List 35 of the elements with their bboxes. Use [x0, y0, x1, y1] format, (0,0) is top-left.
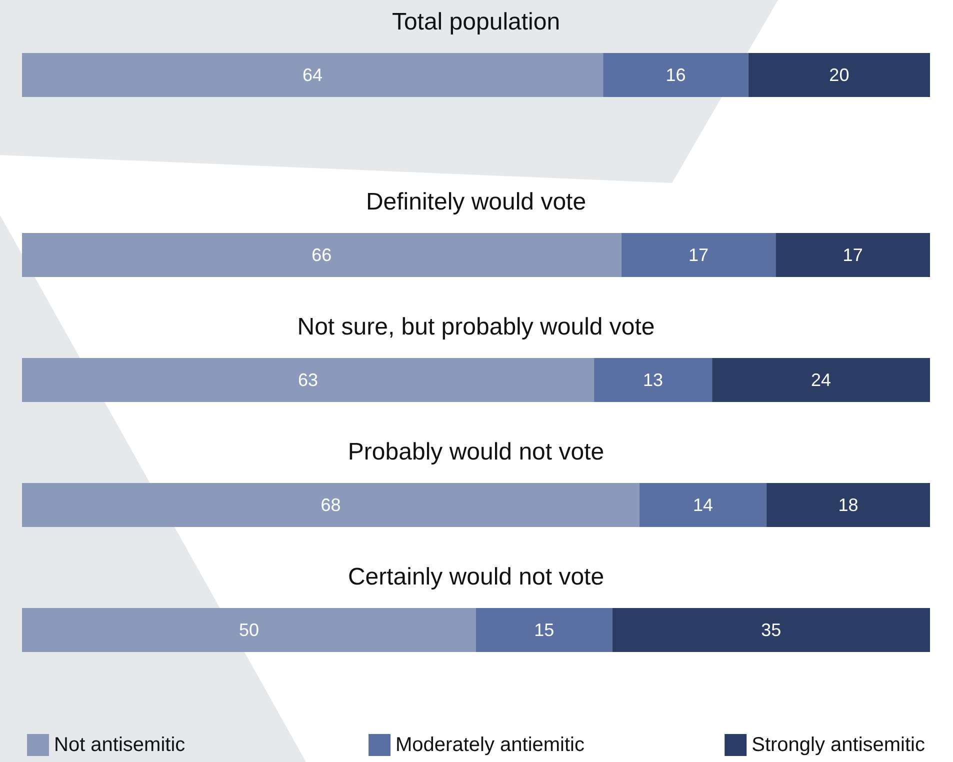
bar: [776, 233, 930, 277]
data-label: 13: [643, 370, 664, 390]
data-label: 68: [320, 495, 341, 515]
legend-label: Not antisemitic: [54, 734, 186, 756]
data-label: 64: [302, 65, 323, 85]
data-label: 15: [534, 620, 554, 640]
bar: [22, 608, 476, 652]
data-label: 50: [238, 620, 260, 640]
bar: [639, 483, 767, 527]
bar: [766, 483, 930, 527]
data-label: 18: [838, 495, 858, 515]
legend-label: Moderately antiemitic: [396, 734, 584, 756]
bar: [22, 483, 640, 527]
y-tick-label: Definitely would vote: [366, 188, 586, 216]
bar: [22, 358, 594, 402]
y-tick-label: Not sure, but probably would vote: [297, 314, 655, 340]
y-tick-label: Probably would not vote: [348, 438, 604, 466]
data-label: 66: [312, 245, 332, 265]
data-label: 17: [688, 245, 708, 265]
bar: [476, 608, 612, 652]
bar: [712, 358, 930, 402]
bar: [594, 358, 712, 402]
data-label: 16: [666, 65, 686, 85]
data-label: 17: [842, 245, 863, 265]
bar: [612, 608, 930, 652]
data-label: 63: [298, 370, 318, 390]
data-label: 20: [829, 65, 850, 85]
data-label: 35: [761, 620, 782, 640]
bar: [621, 233, 776, 277]
legend-label: Strongly antisemitic: [752, 734, 926, 756]
data-label: 14: [692, 495, 714, 515]
data-label: 24: [811, 370, 832, 390]
y-tick-label: Certainly would not vote: [348, 564, 604, 590]
bar: [22, 233, 622, 277]
y-tick-label: Total population: [392, 8, 560, 36]
